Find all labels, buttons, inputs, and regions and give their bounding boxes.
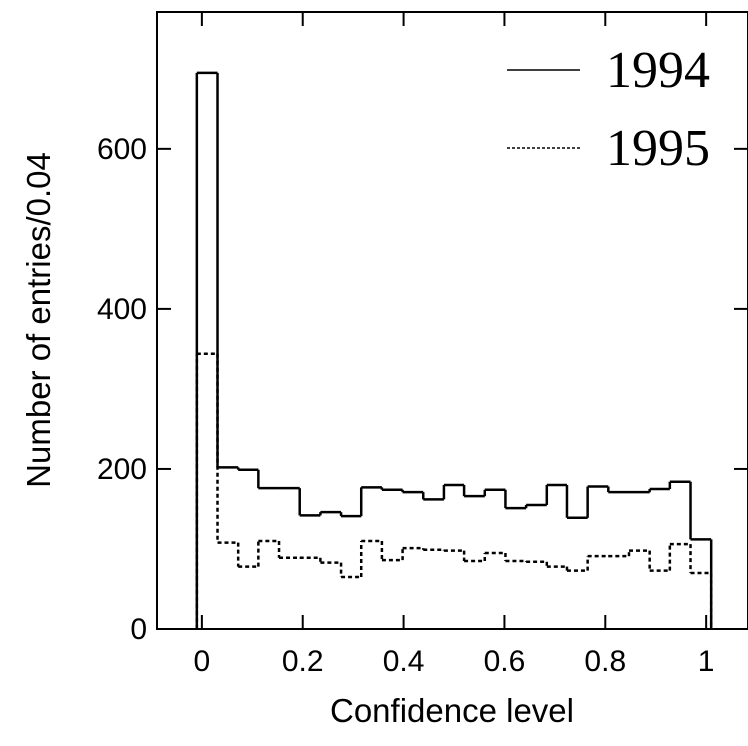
- x-tick-label: 0.8: [584, 645, 626, 678]
- plot-frame: [156, 11, 748, 630]
- x-axis-label: Confidence level: [330, 692, 574, 729]
- legend-label: 1995: [606, 120, 710, 177]
- x-tick-label: 0.2: [282, 645, 324, 678]
- x-tick-label: 0.6: [484, 645, 526, 678]
- legend-label: 1994: [606, 42, 710, 99]
- y-tick-label: 400: [97, 293, 147, 326]
- x-tick-label: 0.4: [383, 645, 425, 678]
- y-tick-label: 200: [97, 453, 147, 486]
- x-tick-label: 1: [698, 645, 715, 678]
- x-tick-label: 0: [194, 645, 211, 678]
- y-tick-label: 0: [130, 613, 147, 646]
- y-axis-label: Number of entries/0.04: [20, 152, 57, 488]
- y-tick-label: 600: [97, 133, 147, 166]
